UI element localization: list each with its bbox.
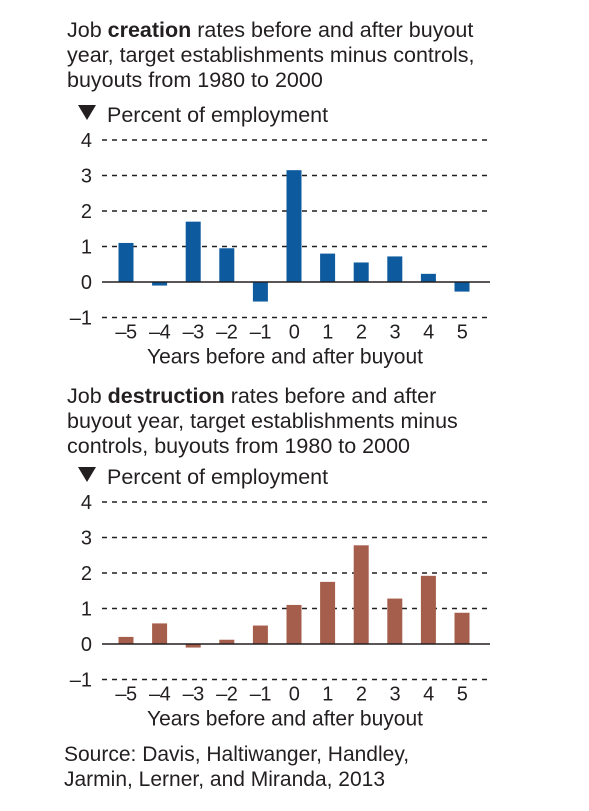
x-tick-label: 4: [423, 322, 434, 344]
x-tick-label: –5: [115, 322, 137, 344]
y-tick-label: 4: [81, 492, 92, 514]
chart-1-title: Job creation rates before and after buyo…: [67, 18, 475, 92]
y-tick-label: 2: [81, 201, 92, 223]
bar: [353, 262, 369, 282]
bar: [387, 256, 403, 282]
x-tick-label: 3: [389, 684, 400, 706]
bar: [454, 612, 470, 644]
bar: [320, 253, 336, 282]
y-axis-label: Percent of employment: [107, 465, 328, 489]
x-tick-label: –1: [250, 322, 272, 344]
bar: [152, 282, 168, 286]
x-tick-label: 5: [457, 322, 468, 344]
bar: [420, 575, 436, 644]
x-tick-label: –2: [216, 322, 238, 344]
x-tick-label: 0: [289, 322, 300, 344]
y-tick-label: 2: [81, 563, 92, 585]
x-tick-label: –3: [183, 684, 205, 706]
x-tick-label: –2: [216, 684, 238, 706]
x-tick-label: 2: [356, 684, 367, 706]
x-tick-label: –3: [183, 322, 205, 344]
down-triangle-icon: [78, 467, 96, 482]
x-tick-label: –4: [149, 684, 171, 706]
bar: [252, 282, 268, 302]
bar: [185, 221, 201, 282]
y-axis-label: Percent of employment: [107, 103, 328, 127]
bar: [454, 282, 470, 292]
down-triangle-icon: [78, 105, 96, 120]
bar: [286, 170, 302, 282]
x-tick-label: 4: [423, 684, 434, 706]
x-tick-label: 0: [289, 684, 300, 706]
bar: [320, 581, 336, 644]
bar: [387, 598, 403, 644]
y-tick-label: 1: [81, 599, 92, 621]
bar: [420, 273, 436, 282]
bar: [252, 625, 268, 644]
bar: [219, 639, 235, 644]
x-axis-label: Years before and after buyout: [147, 708, 423, 731]
x-tick-label: 3: [389, 322, 400, 344]
x-tick-label: 2: [356, 322, 367, 344]
y-tick-label: 3: [81, 528, 92, 550]
y-tick-label: 4: [81, 130, 92, 152]
bar: [353, 545, 369, 644]
bar: [152, 623, 168, 644]
x-tick-label: –5: [115, 684, 137, 706]
y-tick-label: 1: [81, 237, 92, 259]
x-tick-label: –4: [149, 322, 171, 344]
y-tick-label: –1: [70, 670, 92, 692]
x-tick-label: 5: [457, 684, 468, 706]
chart-2-title: Job destruction rates before and after b…: [67, 384, 458, 458]
bar: [118, 636, 134, 644]
bar: [286, 604, 302, 644]
x-tick-label: 1: [322, 322, 333, 344]
x-tick-label: 1: [322, 684, 333, 706]
y-tick-label: 3: [81, 166, 92, 188]
source-note: Source: Davis, Haltiwanger, Handley, Jar…: [64, 743, 410, 791]
bar: [118, 242, 134, 282]
bar: [219, 248, 235, 282]
x-axis-label: Years before and after buyout: [147, 346, 423, 369]
y-tick-label: 0: [81, 634, 92, 656]
x-tick-label: –1: [250, 684, 272, 706]
y-tick-label: 0: [81, 272, 92, 294]
bar: [185, 644, 201, 648]
y-tick-label: –1: [70, 308, 92, 330]
